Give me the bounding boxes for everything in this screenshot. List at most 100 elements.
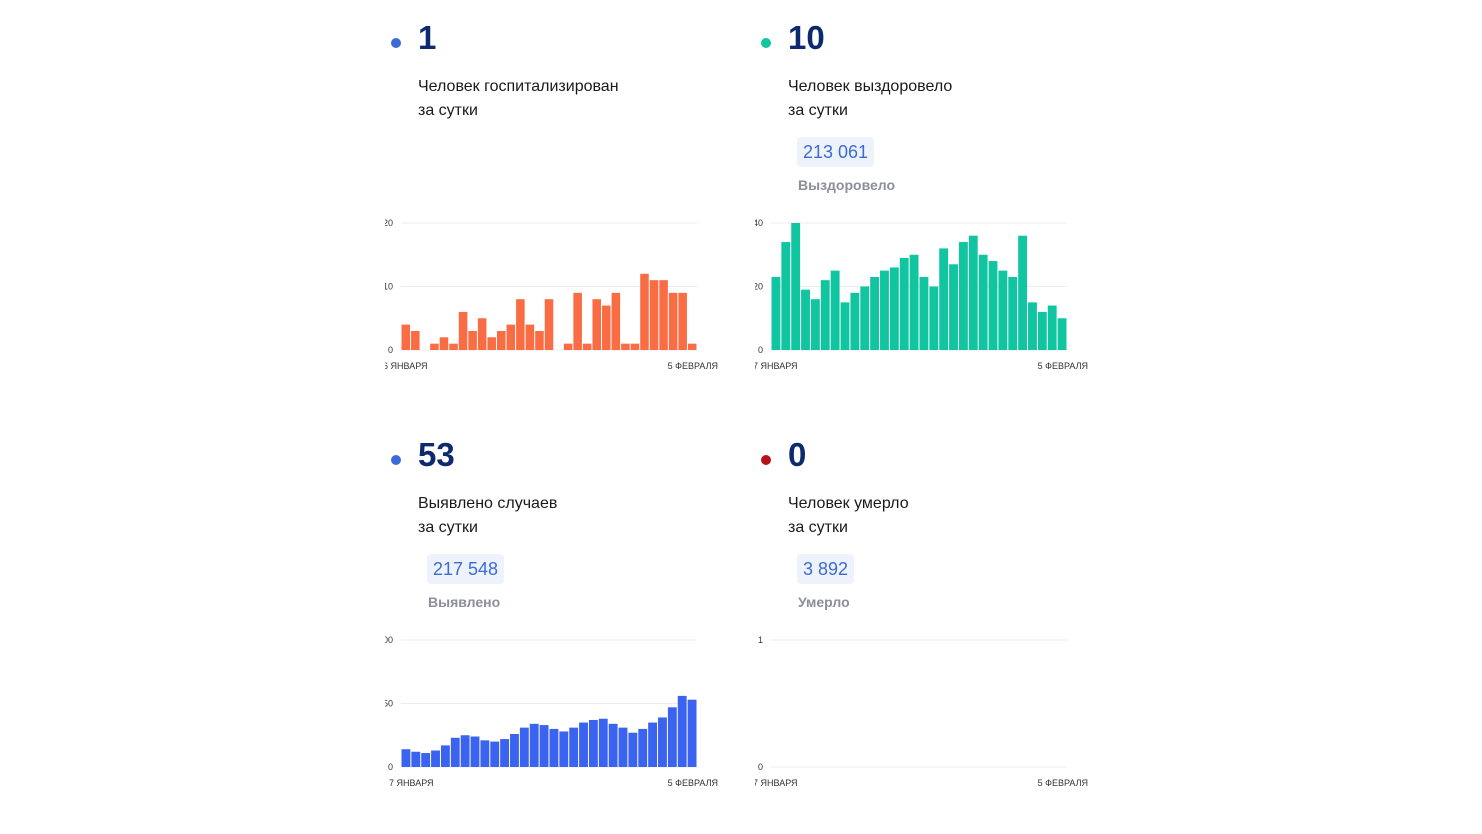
bar (549, 728, 559, 767)
recovered-count: 10 (788, 19, 825, 56)
bar (519, 727, 529, 767)
bar (598, 718, 608, 767)
bar (1008, 276, 1018, 350)
bar (470, 736, 480, 767)
y-tick-label: 50 (385, 699, 393, 709)
bar (978, 254, 988, 350)
recovered-dot (761, 38, 771, 48)
bar (1028, 302, 1037, 350)
y-tick-label: 40 (755, 218, 763, 228)
bar (649, 280, 659, 350)
bar (611, 292, 621, 350)
recovered-desc-line2: за сутки (788, 102, 848, 119)
bar (608, 723, 618, 767)
recovered-card: 10 Человек выздоровело за сутки 213 061 … (755, 5, 1095, 405)
bar (440, 745, 450, 767)
hospitalized-card: 1 Человек госпитализирован за сутки 0 10 2… (385, 5, 725, 405)
bar (602, 305, 611, 350)
recovered-total: 213 061 (797, 137, 875, 167)
bar (687, 343, 697, 350)
hospitalized-description: Человек госпитализирован за сутки (418, 75, 619, 123)
x-start-label: 7 ЯНВАРЯ (389, 778, 434, 788)
y-tick-label: 0 (758, 762, 763, 772)
bar (909, 254, 919, 350)
bar (579, 722, 588, 767)
recovered-description: Человек выздоровело за сутки (788, 75, 952, 123)
deaths-chart: 0 1 7 ЯНВАРЯ 5 ФЕВРАЛЯ (755, 635, 1088, 788)
bar (640, 273, 649, 350)
bar (569, 727, 579, 767)
cases-count: 53 (418, 436, 455, 473)
deaths-desc-line1: Человек умерло (788, 495, 909, 512)
x-start-label: 7 ЯНВАРЯ (755, 778, 798, 788)
bar (430, 343, 439, 350)
cases-dot (391, 455, 401, 465)
bar (411, 330, 420, 350)
bar (771, 276, 781, 350)
bar (592, 299, 602, 350)
bar (516, 299, 525, 350)
bar (449, 343, 458, 350)
bar (958, 242, 968, 350)
bar (458, 311, 468, 350)
deaths-total-label: Умерло (798, 594, 850, 610)
bar (559, 731, 569, 767)
x-end-label: 5 ФЕВРАЛЯ (668, 778, 718, 788)
bar (801, 289, 810, 350)
recovered-desc-line1: Человек выздоровело (788, 78, 953, 95)
recovered-total-label: Выздоровело (798, 177, 896, 193)
bar (573, 292, 582, 350)
bar (889, 267, 899, 350)
cases-description: Выявлено случаев за сутки (418, 492, 557, 540)
bar (630, 343, 640, 350)
bar (638, 728, 648, 767)
bar (949, 264, 958, 350)
deaths-description: Человек умерло за сутки (788, 492, 909, 540)
cases-total: 217 548 (427, 554, 505, 584)
y-tick-label: 1 (758, 635, 763, 645)
hospitalized-chart: 0 10 20 6 ЯНВАРЯ 5 ФЕВРАЛЯ (385, 218, 718, 371)
deaths-count: 0 (788, 436, 807, 473)
cases-chart: 0 50 100 7 ЯНВАРЯ 5 ФЕВРАЛЯ (385, 635, 718, 788)
bar (450, 737, 460, 767)
bar (431, 750, 440, 767)
bar (899, 257, 909, 350)
bar (658, 717, 667, 767)
bar (781, 242, 791, 350)
bar (496, 330, 506, 350)
cases-total-label: Выявлено (428, 594, 501, 610)
bar (500, 739, 510, 767)
bar (588, 720, 598, 767)
bar (668, 292, 678, 350)
bar (525, 324, 535, 350)
bar (968, 235, 978, 350)
x-start-label: 6 ЯНВАРЯ (385, 361, 428, 371)
bar (618, 727, 628, 767)
bar (401, 324, 411, 350)
bar (477, 318, 487, 350)
bar (460, 735, 470, 767)
bar (1057, 318, 1067, 350)
bar (401, 749, 411, 767)
y-tick-label: 0 (388, 345, 393, 355)
bar (880, 270, 889, 350)
bar (529, 723, 539, 767)
y-tick-label: 0 (388, 762, 393, 772)
cases-card: 53 Выявлено случаев за сутки 217 548 Выя… (385, 422, 725, 822)
bar (535, 330, 544, 350)
bar (1018, 235, 1028, 350)
bar (621, 343, 630, 350)
deaths-total: 3 892 (797, 554, 855, 584)
y-tick-label: 0 (758, 345, 763, 355)
bar (480, 740, 490, 767)
bar (487, 337, 496, 350)
bar (677, 695, 687, 767)
bar (860, 286, 870, 350)
bar (1047, 305, 1057, 350)
bar (919, 276, 929, 350)
hospitalized-desc-line2: за сутки (418, 102, 478, 119)
bar (468, 330, 477, 350)
bar (810, 299, 820, 350)
y-tick-label: 100 (385, 635, 393, 645)
